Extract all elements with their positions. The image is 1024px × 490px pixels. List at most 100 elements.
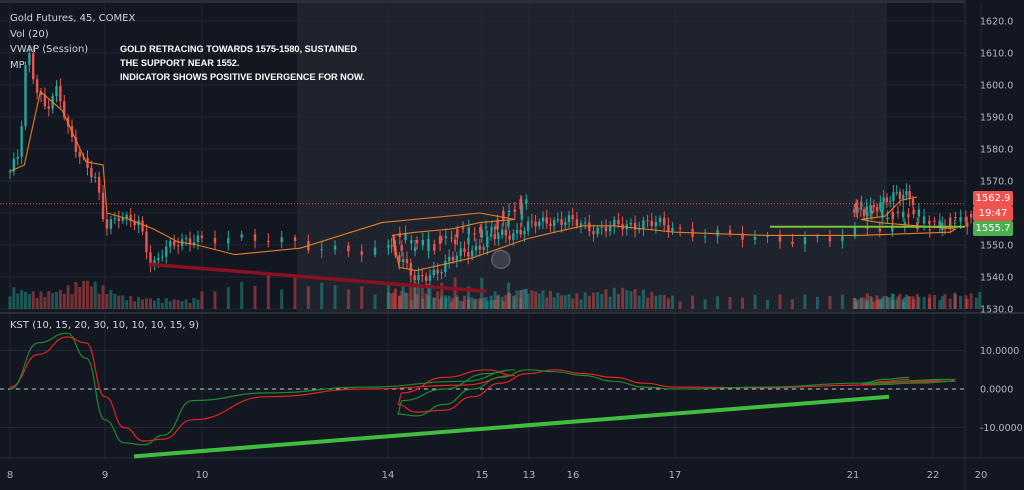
volume-bar xyxy=(470,297,474,309)
volume-bar xyxy=(940,296,944,309)
candle-body xyxy=(564,222,567,225)
candle-body xyxy=(753,236,757,240)
chart-legend: Gold Futures, 45, COMEX Vol (20) VWAP (S… xyxy=(10,11,135,73)
volume-bar xyxy=(560,295,564,309)
candle-body xyxy=(479,227,482,234)
volume-bar xyxy=(172,299,176,309)
volume-bar xyxy=(484,297,488,309)
volume-bar xyxy=(828,295,832,309)
annotation-line-3: INDICATOR SHOWS POSITIVE DIVERGENCE FOR … xyxy=(120,72,365,82)
candle-body xyxy=(474,245,478,251)
candle-body xyxy=(78,152,81,157)
candle-body xyxy=(188,238,192,245)
candle-body xyxy=(467,252,470,257)
volume-bar xyxy=(70,294,74,309)
kst-tick-label: 0.0000 xyxy=(980,385,1013,396)
candle-body xyxy=(507,219,510,227)
volume-bar xyxy=(563,295,567,309)
volume-bar xyxy=(511,295,515,309)
volume-bar xyxy=(168,301,172,309)
volume-bar xyxy=(641,289,645,309)
candle-body xyxy=(667,225,670,232)
volume-bar xyxy=(507,292,511,309)
candle-body xyxy=(428,275,432,281)
volume-bar xyxy=(965,298,969,309)
candle-body xyxy=(459,248,462,256)
candle-body xyxy=(855,202,858,210)
candle-body xyxy=(859,207,862,210)
x-tick-label: 14 xyxy=(382,470,395,481)
volume-bar xyxy=(500,296,504,309)
volume-bar xyxy=(969,293,973,309)
candle-body xyxy=(478,245,482,250)
volume-bar xyxy=(62,293,66,309)
volume-bar xyxy=(896,296,900,309)
candle-body xyxy=(438,236,442,245)
volume-bar xyxy=(728,296,732,309)
volume-bar xyxy=(575,293,579,309)
volume-bar xyxy=(530,290,534,309)
vwap-line xyxy=(9,90,958,272)
volume-bar xyxy=(409,300,413,309)
volume-bar xyxy=(240,281,244,309)
volume-bar xyxy=(880,298,884,309)
candle-body xyxy=(74,137,78,153)
volume-bar xyxy=(650,291,654,309)
volume-bar xyxy=(515,290,519,309)
volume-bar xyxy=(156,297,160,309)
volume-bar xyxy=(113,293,117,309)
volume-bar xyxy=(496,294,500,309)
volume-bar xyxy=(875,295,879,309)
volume-bar xyxy=(16,293,20,309)
volume-bar xyxy=(596,292,600,309)
candle-body xyxy=(473,233,476,235)
volume-bar xyxy=(489,295,493,309)
volume-bar xyxy=(504,294,508,309)
volume-bar xyxy=(875,299,879,309)
candle-body xyxy=(129,214,132,222)
volume-bar xyxy=(869,296,873,309)
candle-body xyxy=(482,247,485,250)
candle-body xyxy=(959,217,962,222)
candle-body xyxy=(902,195,905,199)
volume-bar xyxy=(480,277,484,309)
candle-body xyxy=(113,218,117,220)
volume-bar xyxy=(859,298,863,309)
analysis-annotation: GOLD RETRACING TOWARDS 1575-1580, SUSTAI… xyxy=(120,42,365,84)
volume-bar xyxy=(520,289,524,309)
volume-bar xyxy=(478,299,482,309)
candle-body xyxy=(440,238,443,240)
candle-body xyxy=(165,246,168,257)
candle-body xyxy=(969,213,973,218)
candle-body xyxy=(508,235,511,240)
candle-body xyxy=(964,217,968,222)
candle-body xyxy=(360,251,363,255)
indicator-label-vwap: VWAP (Session) xyxy=(10,44,89,55)
candle-body xyxy=(424,276,428,281)
candle-body xyxy=(387,245,390,247)
volume-bar xyxy=(58,289,62,309)
candle-body xyxy=(928,220,931,224)
candle-body xyxy=(642,220,645,230)
candle-body xyxy=(519,230,522,235)
volume-bar xyxy=(741,297,745,309)
candle-body xyxy=(922,216,926,224)
candle-body xyxy=(507,210,511,212)
volume-bar xyxy=(493,291,497,309)
volume-bar xyxy=(293,277,297,309)
candle-body xyxy=(911,198,915,206)
volume-bar xyxy=(912,299,916,309)
volume-bar xyxy=(654,295,658,309)
volume-bar xyxy=(943,294,947,309)
volume-bar xyxy=(47,291,51,309)
price-tick-label: 1530.0 xyxy=(980,305,1013,316)
candle-body xyxy=(538,221,541,227)
candle-body xyxy=(490,228,494,230)
candle-body xyxy=(629,222,633,225)
candle-body xyxy=(400,245,403,251)
volume-bar xyxy=(888,297,892,309)
volume-bar xyxy=(840,294,844,309)
volume-bar xyxy=(20,290,24,309)
candle-body xyxy=(912,209,915,215)
